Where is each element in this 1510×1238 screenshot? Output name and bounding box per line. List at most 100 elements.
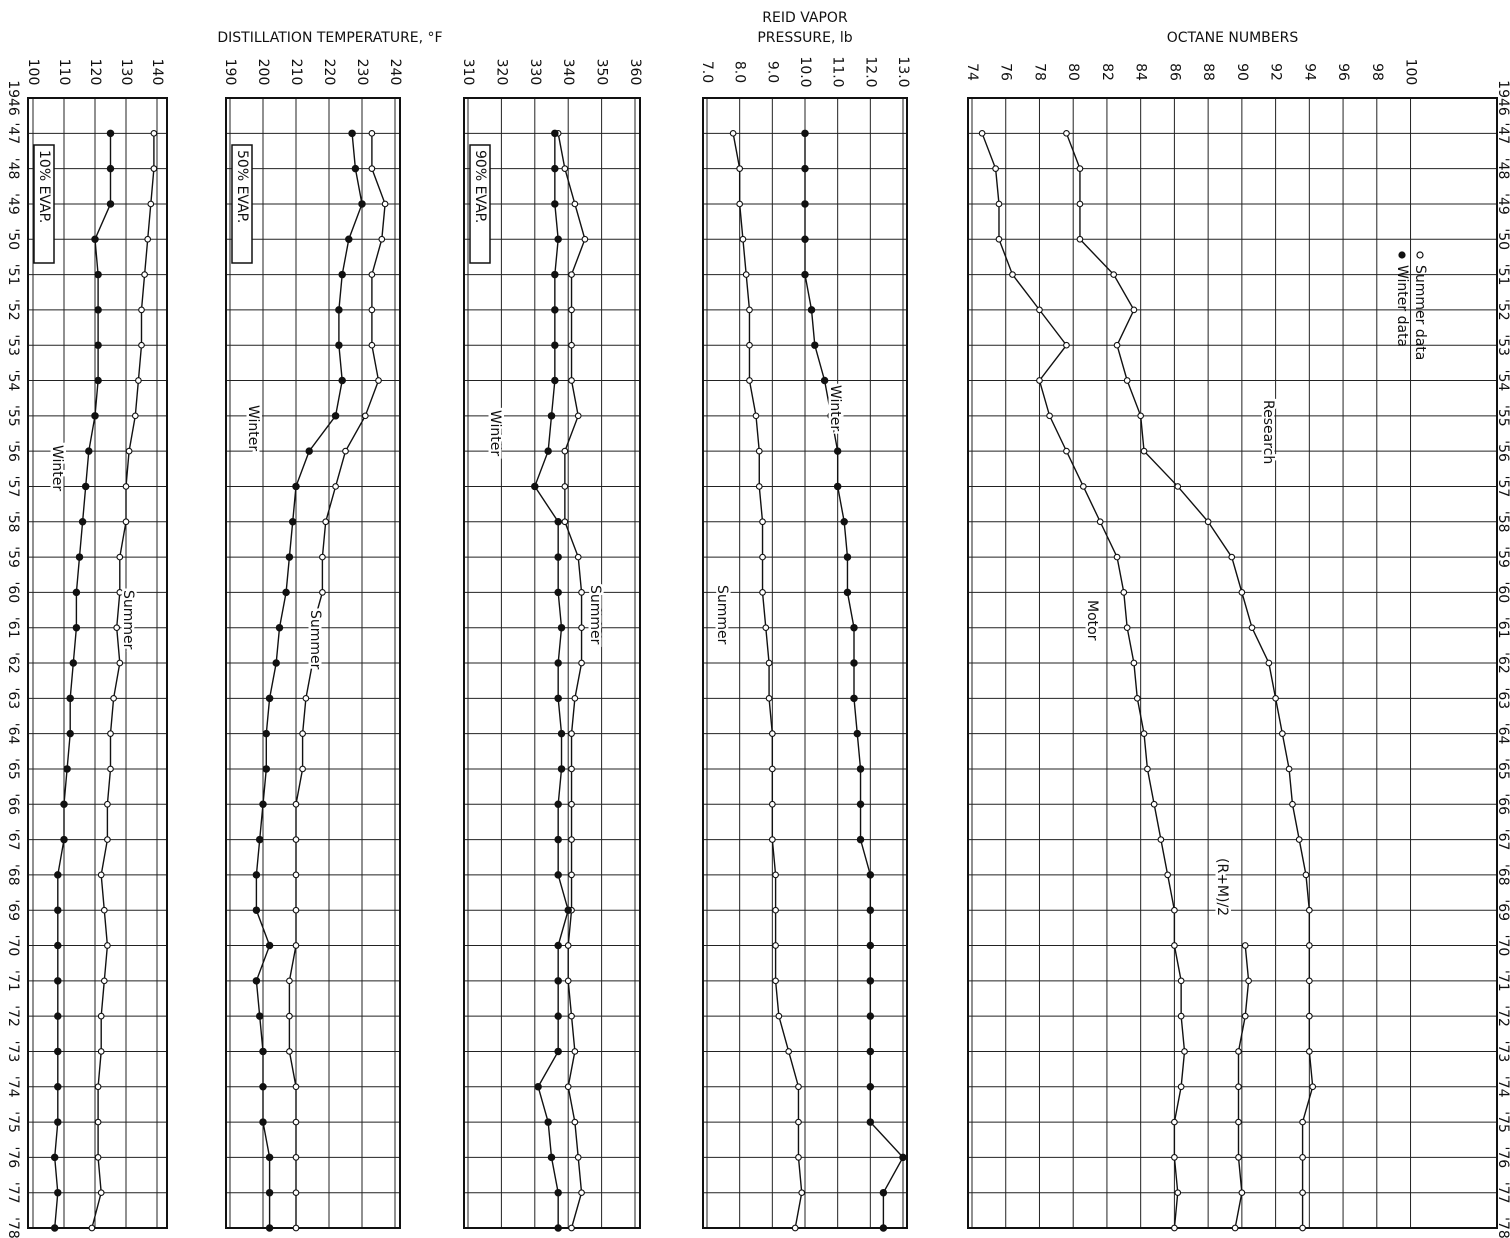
year-label: '61 [1495,617,1510,639]
data-point [94,376,102,385]
year-label: '48 [1495,158,1510,180]
data-point [138,341,145,349]
data-point [292,482,300,491]
data-point [1144,765,1151,773]
x-tick-label: 190 [222,59,238,86]
data-point [116,659,124,667]
data-point [568,730,575,737]
data-point [265,1188,274,1197]
data-point [1177,977,1185,985]
series-label: Summer [587,585,603,645]
data-point [554,235,562,244]
frame [463,97,641,1229]
data-point [866,906,875,914]
data-point [361,412,369,420]
data-point [69,659,78,667]
year-label: '56 [5,440,21,462]
panel-title: OCTANE NUMBERS [1167,30,1299,46]
data-point [1174,1189,1182,1197]
data-point [66,694,74,703]
year-label: '48 [5,158,21,180]
data-point [1150,800,1158,808]
data-point [106,200,115,208]
legend-label: Summer data [1412,265,1428,360]
data-point [299,730,306,737]
data-point [94,1118,102,1126]
data-point [850,659,858,667]
data-point [54,871,62,879]
data-point [1177,1012,1185,1020]
data-point [147,200,155,208]
data-point [63,765,71,773]
data-point [791,1224,799,1232]
data-point [348,129,356,138]
data-point [255,835,264,844]
data-point [866,977,875,985]
data-point [91,412,99,420]
data-point [1181,1048,1188,1055]
year-label: '58 [5,511,21,533]
data-point [795,1083,802,1091]
data-point [100,906,108,914]
data-point [574,412,582,420]
year-label: '64 [1495,723,1510,745]
data-point [578,589,585,596]
data-point [54,1012,62,1020]
x-tick-label: 9.0 [764,61,780,83]
x-tick-label: 240 [387,59,403,86]
series-line [255,133,363,1228]
data-point [138,306,145,314]
data-point [1137,412,1145,420]
year-label: '57 [5,476,21,498]
data-point [759,589,766,596]
data-point [568,271,575,278]
data-point [381,200,389,208]
data-point [125,447,133,455]
data-point [368,341,376,349]
year-label: '56 [1495,440,1510,462]
data-point [1063,341,1070,349]
data-point [78,517,87,526]
data-point [1063,447,1070,455]
data-point [554,941,562,950]
data-point [807,306,816,314]
data-point [1140,447,1148,455]
data-point [755,483,763,490]
year-label: '78 [5,1217,21,1238]
data-point [54,1118,62,1126]
data-point [866,1012,875,1020]
year-label: '73 [5,1041,21,1063]
data-point [1241,942,1249,949]
data-point [252,977,261,985]
data-point [759,518,766,526]
data-point [1171,1224,1178,1232]
data-point [1171,1154,1178,1161]
data-point [335,306,343,314]
year-label: '66 [1495,793,1510,815]
year-label: '67 [1495,829,1510,851]
data-point [765,694,773,702]
data-point [292,836,300,843]
data-point [992,165,999,172]
data-point [91,235,99,244]
x-tick-label: 98 [1369,63,1385,81]
data-point [1299,1224,1306,1232]
data-point [1289,800,1296,808]
data-point [262,765,271,773]
series-label: Motor [1084,600,1100,641]
data-point [547,412,556,420]
x-tick-label: 84 [1133,63,1149,81]
year-label: '70 [1495,935,1510,957]
data-point [54,906,62,914]
data-point [581,235,589,243]
data-point [1235,1154,1242,1161]
series-label: Winter [487,410,503,456]
data-point [1123,377,1131,384]
year-label: 1946 [5,80,21,116]
year-label: '50 [5,228,21,250]
data-point [265,941,274,950]
data-point [853,729,862,738]
data-point [81,482,90,491]
data-point [1164,871,1172,879]
data-point [262,729,271,738]
